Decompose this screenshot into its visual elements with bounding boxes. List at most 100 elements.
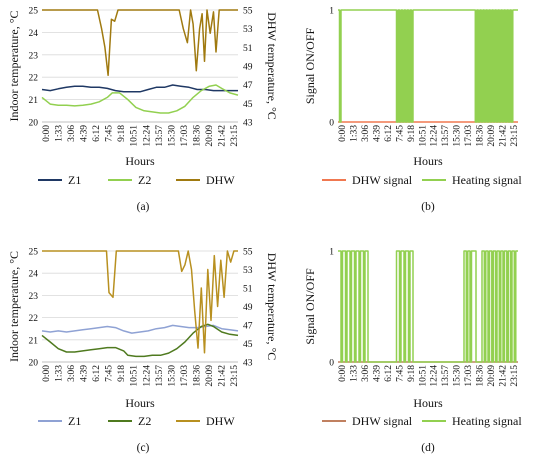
x-tick-label: 1:33 (349, 125, 359, 142)
y2-tick-label: 55 (243, 248, 253, 258)
y2-tick-label: 43 (243, 119, 253, 129)
x-tick-label: 3:06 (361, 125, 371, 142)
x-tick-label: 21:42 (499, 125, 509, 147)
y-tick-label: 0 (329, 359, 334, 369)
x-tick-label: 4:39 (372, 365, 382, 382)
y2-tick-label: 43 (243, 359, 253, 369)
y-tick-label: 1 (329, 248, 334, 258)
x-tick-label: 7:45 (105, 125, 115, 142)
series-line-heating-signal (338, 250, 518, 363)
x-tick-label: 7:45 (395, 365, 405, 382)
y-tick-label: 1 (329, 7, 334, 17)
x-tick-label: 15:30 (453, 125, 463, 147)
y2-tick-label: 51 (243, 44, 253, 54)
chart-panel-3 (38, 250, 239, 422)
x-tick-label: 7:45 (105, 365, 115, 382)
x-tick-label: 23:15 (230, 125, 240, 147)
x-tick-label: 12:24 (430, 125, 440, 147)
series-line-heating-signal (338, 9, 518, 123)
series-line-z1 (41, 324, 239, 334)
legend-label: Z2 (138, 173, 151, 187)
chart-panel-4 (322, 250, 518, 422)
series-line-z2 (41, 323, 239, 358)
panel-label: (b) (421, 201, 435, 213)
x-tick-label: 18:36 (476, 125, 486, 147)
y-axis-title: Signal ON/OFF (303, 268, 317, 345)
x-tick-label: 6:12 (384, 365, 394, 382)
x-tick-label: 10:51 (130, 125, 140, 147)
legend-label: Z2 (138, 414, 151, 428)
y2-tick-label: 55 (243, 7, 253, 17)
y-axis-title: Signal ON/OFF (303, 28, 317, 105)
x-tick-label: 21:42 (217, 125, 227, 147)
y2-tick-label: 45 (243, 100, 253, 110)
x-tick-label: 23:15 (510, 365, 520, 387)
x-tick-label: 17:03 (180, 125, 190, 147)
legend-label: Heating signal (452, 414, 522, 428)
y-tick-label: 22 (29, 314, 39, 324)
y-tick-label: 0 (329, 119, 334, 129)
y-axis-title: Indoor temperature, °C (7, 10, 21, 121)
x-tick-label: 9:18 (117, 365, 127, 382)
x-tick-label: 10:51 (130, 365, 140, 387)
x-tick-label: 6:12 (92, 125, 102, 142)
series-line-z2 (41, 84, 239, 114)
x-tick-label: 15:30 (167, 125, 177, 147)
x-tick-label: 9:18 (407, 365, 417, 382)
y2-tick-label: 47 (243, 81, 253, 91)
y-axis-title: Indoor temperature, °C (7, 251, 21, 362)
x-tick-label: 4:39 (372, 125, 382, 142)
x-tick-label: 23:15 (510, 125, 520, 147)
legend-label: DHW signal (352, 173, 413, 187)
x-tick-label: 20:09 (205, 125, 215, 147)
legend-label: DHW (206, 414, 235, 428)
x-tick-label: 20:09 (205, 365, 215, 387)
x-tick-label: 18:36 (192, 365, 202, 387)
y2-tick-label: 53 (243, 266, 253, 276)
x-tick-label: 1:33 (55, 125, 65, 142)
chart-panel-2 (322, 9, 518, 181)
y2-axis-title: DHW temperature, °C (265, 253, 279, 361)
y-tick-label: 20 (29, 119, 39, 129)
x-tick-label: 18:36 (192, 125, 202, 147)
series-line-dhw (42, 9, 238, 77)
x-tick-label: 0:00 (42, 125, 52, 142)
y-tick-label: 21 (29, 336, 39, 346)
legend-label: Z1 (68, 173, 81, 187)
chart-panel-1 (38, 9, 239, 181)
x-tick-label: 13:57 (155, 125, 165, 147)
y2-axis-title: DHW temperature, °C (265, 12, 279, 120)
series-line-z1 (41, 84, 238, 93)
x-tick-label: 3:06 (67, 125, 77, 142)
x-tick-label: 17:03 (180, 365, 190, 387)
x-tick-label: 0:00 (338, 125, 348, 142)
x-tick-label: 0:00 (42, 365, 52, 382)
x-tick-label: 12:24 (142, 125, 152, 147)
x-tick-label: 17:03 (464, 365, 474, 387)
y-tick-label: 21 (29, 96, 39, 106)
legend-label: Heating signal (452, 173, 522, 187)
x-tick-label: 12:24 (142, 365, 152, 387)
y-tick-label: 24 (29, 270, 39, 280)
x-tick-label: 9:18 (407, 125, 417, 142)
y-tick-label: 22 (29, 74, 39, 84)
x-axis-title: Hours (125, 396, 155, 410)
x-tick-label: 10:51 (418, 365, 428, 387)
x-axis-title: Hours (413, 154, 443, 168)
x-tick-label: 10:51 (418, 125, 428, 147)
x-tick-label: 3:06 (361, 365, 371, 382)
y-tick-label: 23 (29, 51, 39, 61)
x-tick-label: 13:57 (155, 365, 165, 387)
x-axis-title: Hours (125, 154, 155, 168)
x-tick-label: 9:18 (117, 125, 127, 142)
y2-tick-label: 49 (243, 63, 253, 73)
x-tick-label: 21:42 (217, 365, 227, 387)
panel-label: (d) (421, 442, 435, 454)
y-tick-label: 25 (29, 7, 39, 17)
x-tick-label: 0:00 (338, 365, 348, 382)
legend-label: DHW (206, 173, 235, 187)
y-tick-label: 24 (29, 29, 39, 39)
x-tick-label: 20:09 (487, 365, 497, 387)
x-tick-label: 20:09 (487, 125, 497, 147)
